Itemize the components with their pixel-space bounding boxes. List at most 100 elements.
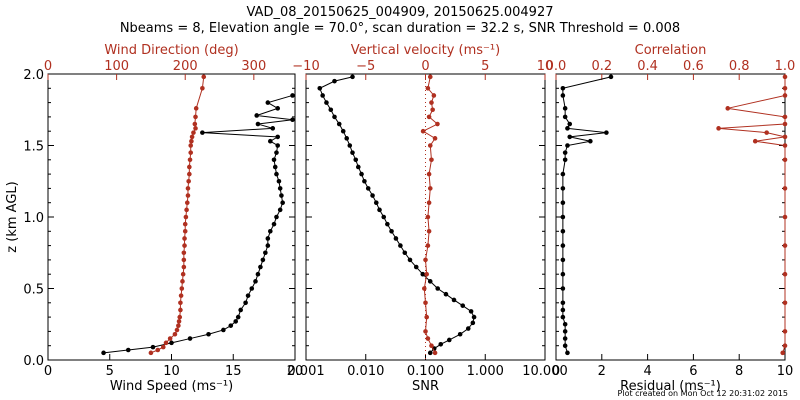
data-point: [274, 150, 279, 155]
data-point: [185, 193, 191, 198]
data-point: [150, 344, 156, 350]
data-point: [353, 157, 359, 163]
data-point: [407, 257, 413, 263]
data-point: [385, 221, 390, 227]
data-point: [275, 143, 281, 148]
data-point: [176, 319, 182, 324]
data-point: [193, 114, 198, 120]
data-point: [176, 323, 181, 328]
panel-1: 0.00.51.01.52.0z (km AGL)0 5 10 15 200 100 200…: [5, 43, 303, 394]
data-point: [457, 331, 463, 337]
data-point: [221, 327, 226, 333]
data-point: [172, 331, 178, 337]
data-point: [782, 93, 788, 98]
plot-footer: Plot created on Mon Oct 12 20:31:02 2015: [617, 389, 788, 398]
data-point: [443, 291, 449, 297]
data-point: [336, 121, 342, 127]
data-point: [565, 126, 570, 131]
data-point: [245, 293, 251, 298]
data-point: [355, 164, 361, 170]
bottom-axis-label: Wind Speed (ms⁻¹): [110, 379, 233, 394]
data-point: [446, 337, 452, 343]
x-tick-label: 5: [106, 364, 114, 379]
data-point: [562, 321, 568, 327]
data-point: [181, 264, 187, 270]
series-line-2: [718, 76, 786, 354]
series-line-1: [319, 76, 475, 354]
data-point: [332, 78, 337, 84]
data-point: [425, 243, 431, 248]
data-point: [290, 117, 295, 123]
data-point: [413, 264, 419, 270]
data-point: [169, 340, 174, 346]
data-point: [184, 200, 190, 205]
x-tick-label: 10: [777, 364, 794, 379]
data-point: [432, 350, 438, 356]
data-point: [275, 134, 281, 140]
data-point: [560, 186, 566, 191]
x-tick-label: 1.000: [467, 364, 504, 379]
top-tick-label: 0.6: [683, 59, 704, 74]
data-point: [276, 178, 282, 184]
data-point: [560, 93, 566, 98]
top-tick-label: 100: [104, 59, 129, 74]
data-point: [200, 130, 205, 135]
bottom-axis-label: SNR: [412, 379, 439, 394]
data-point: [187, 336, 193, 341]
top-tick-label: 0.8: [729, 59, 750, 74]
top-tick-label: 0: [421, 59, 429, 74]
data-point: [560, 307, 566, 313]
data-point: [268, 138, 273, 144]
top-tick-label: 0: [44, 59, 52, 74]
data-point: [423, 257, 428, 263]
data-point: [429, 100, 434, 105]
data-point: [432, 136, 438, 141]
data-point: [181, 250, 187, 256]
data-point: [567, 134, 573, 140]
data-point: [186, 178, 191, 184]
data-point: [148, 350, 154, 356]
data-point: [427, 279, 433, 284]
data-point: [430, 107, 435, 113]
data-point: [324, 100, 329, 105]
data-point: [565, 143, 570, 148]
data-point: [317, 86, 323, 91]
data-point: [188, 143, 194, 148]
data-point: [427, 74, 433, 80]
series-line-1: [562, 76, 612, 354]
top-tick-label: −10: [292, 59, 319, 74]
top-tick-label: 10: [537, 59, 554, 74]
data-point: [320, 93, 325, 98]
data-point: [424, 271, 429, 277]
data-point: [588, 138, 593, 144]
data-point: [272, 164, 278, 170]
title-line-2: Nbeams = 8, Elevation angle = 70.0°, sca…: [120, 21, 680, 36]
top-tick-label: 200: [173, 59, 198, 74]
data-point: [465, 326, 471, 331]
data-point: [435, 121, 440, 127]
data-point: [160, 344, 166, 350]
x-tick-label: 10.000: [522, 364, 568, 379]
data-point: [193, 126, 198, 131]
panels: 0.00.51.01.52.0z (km AGL)0 5 10 15 200 100 200…: [5, 43, 795, 394]
data-point: [328, 107, 334, 113]
data-point: [185, 186, 191, 191]
y-axis-label: z (km AGL): [5, 181, 20, 252]
data-point: [359, 171, 364, 177]
data-point: [565, 350, 570, 356]
data-point: [179, 286, 185, 291]
data-point: [163, 340, 169, 346]
data-point: [350, 150, 355, 155]
top-tick-label: 0.2: [591, 59, 612, 74]
data-point: [562, 114, 568, 120]
data-point: [420, 271, 426, 277]
data-point: [560, 300, 566, 306]
data-point: [362, 178, 367, 184]
data-point: [187, 157, 193, 163]
data-point: [167, 336, 173, 341]
data-point: [782, 271, 788, 277]
x-tick-label: 0: [44, 364, 52, 379]
data-point: [402, 250, 408, 256]
data-point: [258, 264, 263, 270]
data-point: [235, 314, 241, 320]
